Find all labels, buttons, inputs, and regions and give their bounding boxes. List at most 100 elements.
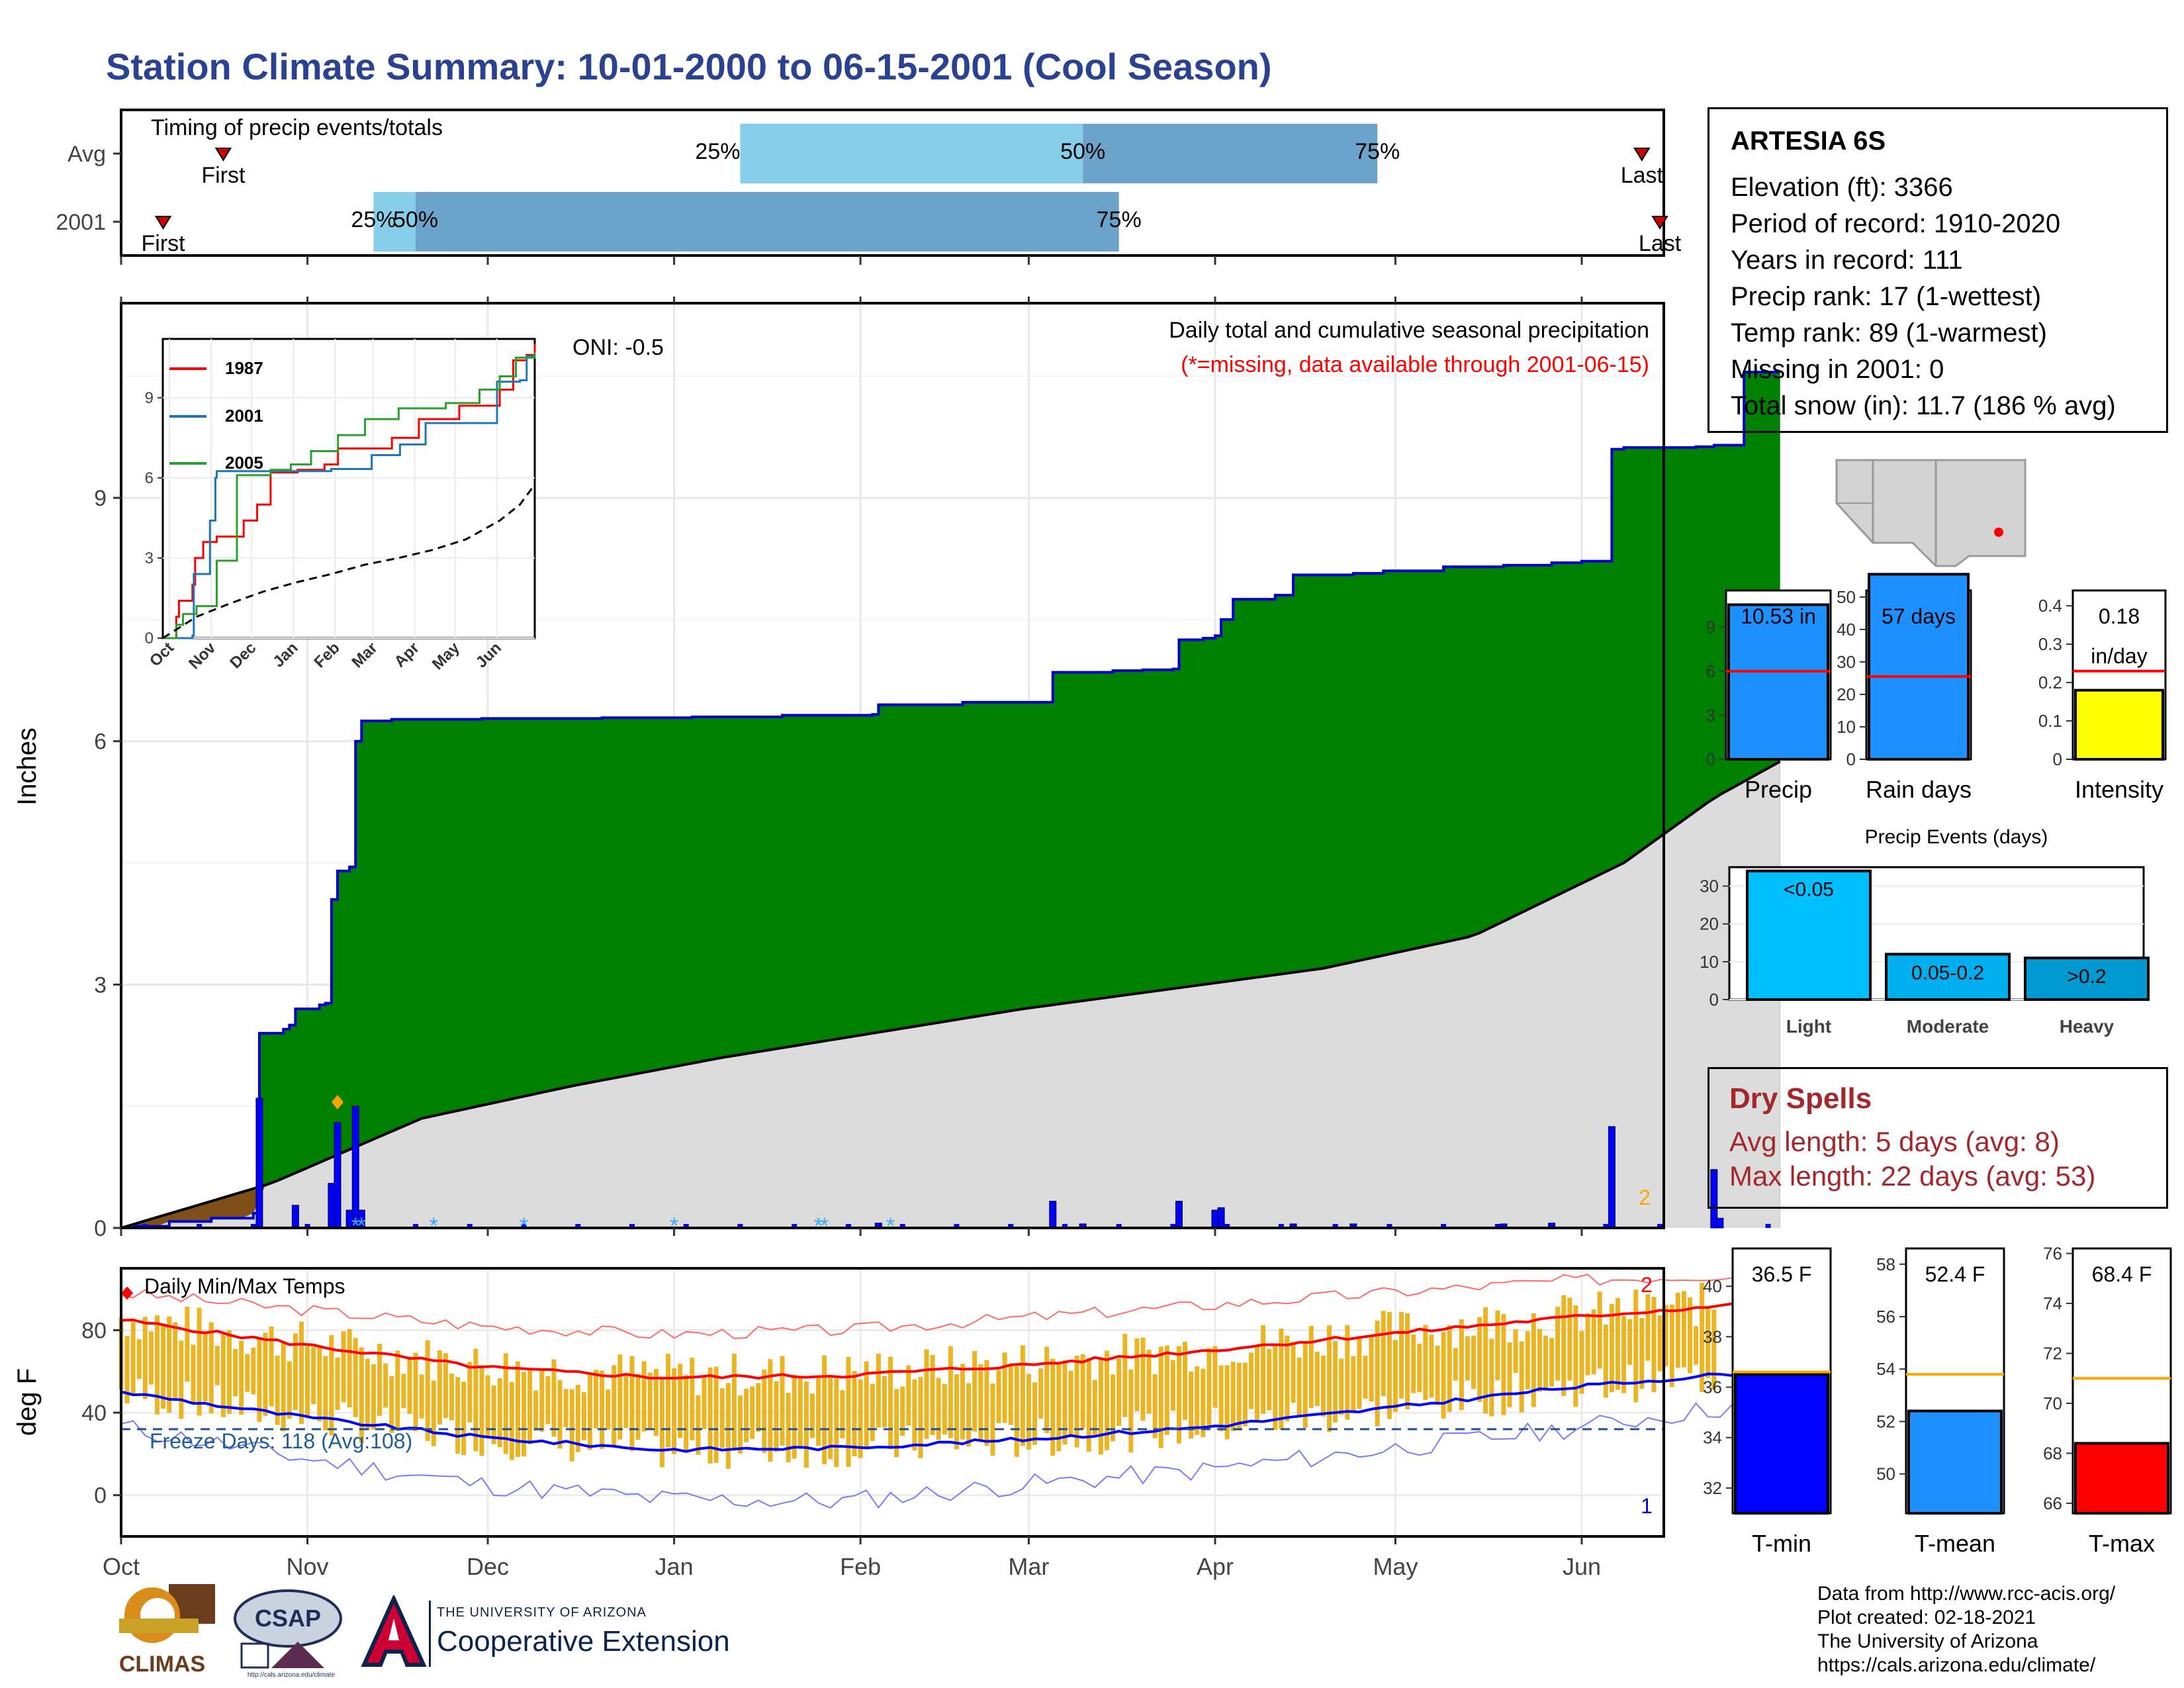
daily-precip-trace <box>954 1224 960 1228</box>
daily-precip-trace <box>142 1224 148 1228</box>
daily-precip-bar <box>334 1122 341 1229</box>
daily-temp-bar <box>1308 1326 1314 1409</box>
temps-xtick-label: May <box>1373 1553 1418 1580</box>
snow-marker: * <box>430 1213 438 1239</box>
daily-temp-bar <box>840 1390 845 1438</box>
daily-temp-bar <box>563 1389 569 1428</box>
daily-temp-bar <box>269 1326 274 1407</box>
daily-temp-bar <box>725 1383 731 1469</box>
daily-temp-bar <box>1603 1325 1608 1398</box>
events-title: Precip Events (days) <box>1865 826 2048 848</box>
daily-temp-bar <box>1369 1336 1374 1402</box>
daily-temp-bar <box>1531 1313 1536 1407</box>
daily-temp-bar <box>1206 1348 1212 1425</box>
daily-precip-trace <box>792 1224 797 1228</box>
daily-temp-bar <box>834 1378 839 1468</box>
daily-temp-bar <box>581 1392 586 1440</box>
daily-temp-bar <box>1104 1350 1109 1450</box>
daily-precip-bar <box>1217 1207 1225 1229</box>
daily-temp-bar <box>1050 1358 1056 1456</box>
t-max-value-label: 68.4 F <box>2092 1262 2152 1286</box>
daily-temp-bar <box>665 1354 670 1448</box>
station-missing: Missing in 2001: 0 <box>1731 355 1944 384</box>
daily-temp-bar <box>966 1383 972 1447</box>
daily-temp-bar <box>1236 1362 1242 1430</box>
daily-temp-bar <box>1501 1314 1506 1415</box>
timing-label-first: First <box>201 163 246 188</box>
daily-temp-bar <box>774 1381 779 1452</box>
daily-precip-trace <box>467 1224 473 1228</box>
daily-temp-bar <box>413 1352 418 1431</box>
credits-plot-created: Plot created: 02-18-2021 <box>1817 1607 2036 1628</box>
timing-bar-q50-q75 <box>416 192 1119 252</box>
events-bar-label: 0.05-0.2 <box>1911 962 1984 984</box>
intensity-ytick-label: 0 <box>2053 749 2062 769</box>
rain-days-ytick-label: 0 <box>1846 749 1856 769</box>
daily-temp-bar <box>401 1374 406 1409</box>
daily-temp-bar <box>1651 1297 1657 1393</box>
daily-temp-bar <box>1465 1336 1470 1381</box>
daily-temp-bar <box>226 1330 232 1414</box>
daily-temp-bar <box>930 1354 935 1435</box>
daily-temp-bar <box>1700 1282 1705 1392</box>
daily-temp-bar <box>1183 1341 1188 1420</box>
daily-temp-bar <box>389 1376 394 1433</box>
daily-temp-bar <box>629 1356 635 1452</box>
daily-temp-bar <box>179 1340 184 1419</box>
daily-temp-bar <box>1014 1366 1019 1457</box>
events-bar-label: <0.05 <box>1784 879 1834 901</box>
station-temp-rank: Temp rank: 89 (1-warmest) <box>1731 318 2047 348</box>
daily-temp-bar <box>1212 1346 1218 1408</box>
daily-temp-bar <box>1068 1370 1073 1436</box>
t-max-ytick-label: 70 <box>2043 1393 2062 1413</box>
climatology-area <box>121 761 1780 1228</box>
daily-temp-bar <box>1242 1362 1248 1427</box>
record-max-line <box>120 1270 1781 1340</box>
rain-days-value-label: 57 days <box>1882 604 1956 628</box>
temps-xtick-label: Feb <box>840 1553 881 1580</box>
timing-title: Timing of precip events/totals <box>151 115 443 140</box>
daily-temp-bar <box>167 1316 172 1413</box>
rain-days-ytick-label: 40 <box>1837 620 1856 639</box>
daily-precip-trace <box>1657 1224 1663 1228</box>
oni-label: ONI: -0.5 <box>572 335 664 360</box>
temps-frame <box>120 1267 1665 1538</box>
station-info-box: ARTESIA 6S Elevation (ft): 3366 Period o… <box>1707 107 2168 433</box>
daily-temp-bar <box>1417 1343 1422 1393</box>
precip-total-value-label: 10.53 in <box>1741 604 1816 628</box>
temps-end-label-min: 1 <box>1641 1494 1653 1518</box>
daily-temp-bar <box>882 1376 887 1428</box>
daily-temp-bar <box>792 1374 797 1459</box>
t-min-ytick-label: 36 <box>1703 1378 1722 1397</box>
daily-precip-trace <box>1765 1224 1771 1228</box>
daily-precip-trace <box>1278 1224 1284 1228</box>
daily-temp-bar <box>1687 1297 1692 1374</box>
daily-temp-bar <box>1423 1325 1428 1400</box>
t-max-ytick-label: 68 <box>2043 1443 2062 1463</box>
daily-temp-bar <box>473 1348 478 1452</box>
daily-temp-bar <box>888 1356 893 1450</box>
daily-temp-bar <box>233 1348 238 1397</box>
daily-temp-bar <box>383 1363 388 1408</box>
daily-temp-bar <box>527 1368 533 1444</box>
snow-marker: * <box>670 1213 678 1239</box>
daily-temp-bar <box>467 1362 473 1423</box>
daily-temp-bar <box>1201 1368 1206 1438</box>
daily-temp-bar <box>1579 1331 1584 1394</box>
daily-temp-bar <box>575 1384 580 1452</box>
daily-temp-bar <box>1086 1358 1091 1452</box>
inset-ytick-label: 0 <box>145 630 154 647</box>
daily-temp-bar <box>1392 1340 1398 1412</box>
daily-precip-bar <box>1716 1217 1724 1229</box>
daily-precip-bar <box>351 1105 359 1229</box>
daily-temp-bar <box>208 1322 214 1414</box>
inset-climatology-line <box>162 484 536 639</box>
daily-temp-bar <box>1176 1346 1181 1444</box>
intensity-ytick-label: 0.3 <box>2038 634 2062 654</box>
dry-spells-avg: Avg length: 5 days (avg: 8) <box>1729 1126 2060 1157</box>
daily-precip-bar <box>1608 1126 1615 1229</box>
daily-temp-bar <box>353 1338 358 1417</box>
events-ytick-label: 20 <box>1700 914 1719 934</box>
daily-temp-bar <box>185 1307 190 1382</box>
daily-temp-bar <box>1381 1311 1386 1397</box>
